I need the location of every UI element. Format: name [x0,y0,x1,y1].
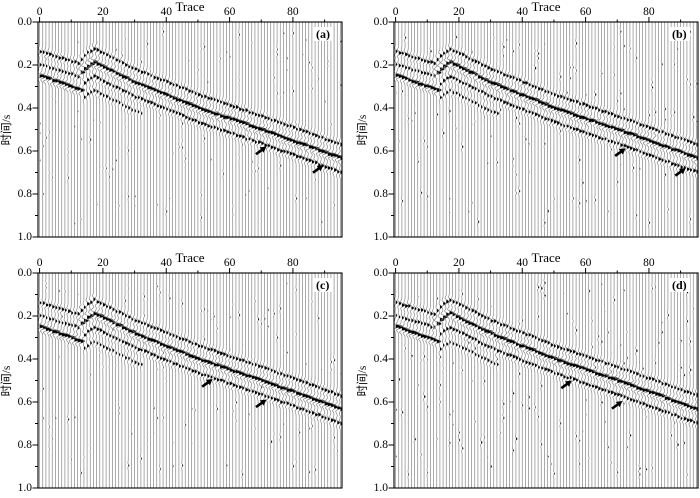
y-tick-label: 0.8 [17,187,32,200]
x-tick-label: 0 [36,257,43,269]
panel-d: Trace 时间/s (d) 0 20 40 60 80 0.0 0.2 0.4 0.6 0.8 1… [350,249,700,498]
y-tick-label: 0.8 [373,187,388,200]
y-tick-label: 0.4 [373,352,388,365]
x-tick-label: 0 [392,257,399,269]
wiggle-plot-canvas [350,249,700,498]
panel-label: (d) [669,278,690,292]
x-tick-label: 20 [453,6,465,18]
x-tick-label: 60 [223,257,236,269]
x-tick-label: 60 [579,6,592,18]
x-tick-label: 40 [160,257,173,269]
x-tick-label: 80 [643,6,655,18]
y-tick-label: 0.2 [17,58,32,71]
x-axis-title: Trace [531,250,561,265]
y-tick-label: 0.8 [373,438,388,451]
y-tick-label: 0.0 [373,15,388,28]
x-tick-label: 80 [643,257,655,269]
y-tick-label: 1.0 [17,230,32,243]
x-axis-title: Trace [175,0,205,14]
y-tick-label: 1.0 [17,481,32,494]
x-axis-title: Trace [531,0,561,14]
x-tick-label: 60 [579,257,592,269]
x-tick-label: 20 [97,6,109,18]
panel-c: Trace 时间/s (c) 0 20 40 60 80 0.0 0.2 0.4 0.6 0.8 1… [0,249,350,498]
y-tick-label: 1.0 [373,481,388,494]
x-tick-label: 0 [36,6,43,18]
y-tick-label: 0.2 [373,58,388,71]
x-tick-label: 80 [287,257,299,269]
y-tick-label: 0.4 [17,101,32,114]
y-tick-label: 0.6 [17,144,32,157]
x-tick-label: 20 [453,257,465,269]
wiggle-plot-canvas [350,0,700,249]
x-axis-title: Trace [175,250,205,265]
y-tick-label: 1.0 [373,230,388,243]
x-tick-label: 40 [516,6,529,18]
y-tick-label: 0.0 [17,266,32,279]
panel-label: (a) [313,27,333,41]
y-tick-label: 0.6 [17,395,32,408]
y-tick-label: 0.8 [17,438,32,451]
panel-label: (c) [313,278,333,292]
x-tick-label: 80 [287,6,299,18]
x-tick-label: 60 [223,6,236,18]
y-tick-label: 0.0 [17,15,32,28]
y-tick-label: 0.6 [373,395,388,408]
wiggle-plot-canvas [0,0,350,249]
panel-a: Trace 时间/s (a) 0 20 40 60 80 0.0 0.2 0.4 0.6 0.8 1… [0,0,350,249]
y-tick-label: 0.2 [373,309,388,322]
panel-b: Trace 时间/s (b) 0 20 40 60 80 0.0 0.2 0.4 0.6 0.8 1… [350,0,700,249]
x-tick-label: 20 [97,257,109,269]
x-tick-label: 40 [516,257,529,269]
y-tick-label: 0.6 [373,144,388,157]
x-tick-label: 0 [392,6,399,18]
wiggle-plot-canvas [0,249,350,498]
y-tick-label: 0.2 [17,309,32,322]
x-tick-label: 40 [160,6,173,18]
y-tick-label: 0.4 [17,352,32,365]
panel-label: (b) [669,27,690,41]
y-tick-label: 0.4 [373,101,388,114]
y-tick-label: 0.0 [373,266,388,279]
